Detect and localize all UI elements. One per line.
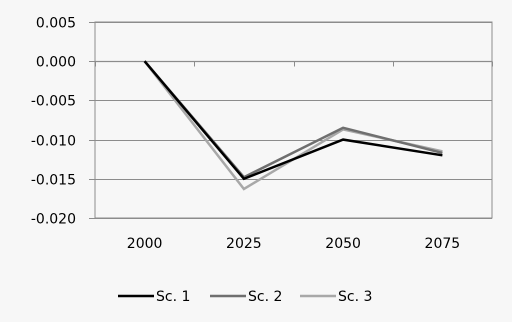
series-line-1 [143, 60, 443, 181]
x-tick-labels: 2000 2025 2050 2075 [127, 236, 460, 252]
legend-label-1: Sc. 1 [156, 289, 190, 305]
legend-label-3: Sc. 3 [338, 289, 372, 305]
plot-area-border [94, 21, 493, 219]
y-tick-label: -0.020 [31, 212, 76, 228]
y-tick-label: -0.015 [31, 173, 76, 189]
y-tick-label: 0.000 [36, 55, 76, 71]
y-tick-label: -0.005 [31, 94, 76, 110]
x-tick-label: 2050 [325, 236, 361, 252]
series-lines [143, 60, 443, 191]
y-tick-label: -0.010 [31, 134, 76, 150]
y-tick-labels: 0.005 0.000 -0.005 -0.010 -0.015 -0.020 [31, 16, 76, 228]
series-line-3 [143, 60, 443, 191]
x-tick-label: 2025 [226, 236, 262, 252]
y-tick-label: 0.005 [36, 16, 76, 32]
legend-label-2: Sc. 2 [248, 289, 282, 305]
gridlines [89, 22, 492, 219]
x-tick-label: 2075 [425, 236, 461, 252]
x-tick-label: 2000 [127, 236, 163, 252]
axes [94, 21, 493, 219]
legend: Sc. 1 Sc. 2 Sc. 3 [118, 289, 372, 305]
